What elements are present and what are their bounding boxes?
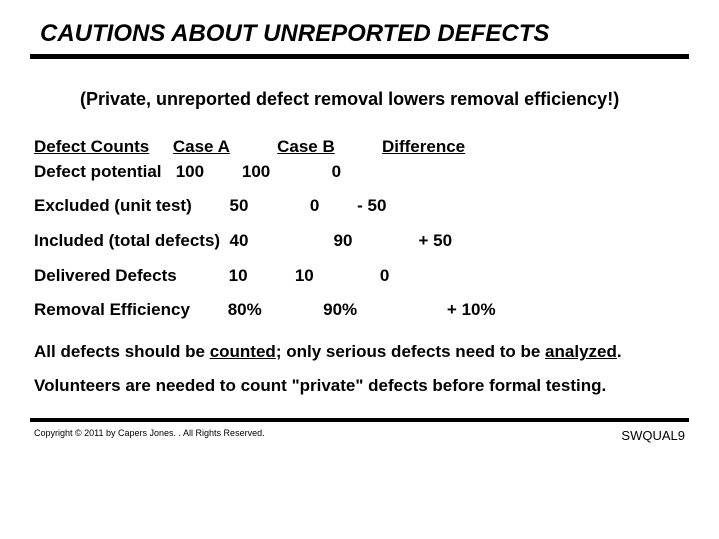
col-header-case-b: Case B	[277, 138, 335, 157]
copyright-text: Copyright © 2011 by Capers Jones. . All …	[34, 428, 265, 443]
row-label: Removal Efficiency	[34, 301, 190, 320]
note-2: Volunteers are needed to count "private"…	[34, 376, 689, 396]
cell: 100	[242, 163, 270, 182]
note-text: All defects should be	[34, 342, 210, 361]
cell: 0	[380, 267, 389, 286]
table-row: Removal Efficiency 80% 90% + 10%	[34, 301, 689, 320]
slide-code: SWQUAL9	[621, 428, 685, 443]
row-label: Included (total defects)	[34, 232, 220, 251]
table-row: Defect potential 100 100 0	[34, 163, 689, 182]
col-header-defect-counts: Defect Counts	[34, 138, 149, 157]
table-row: Delivered Defects 10 10 0	[34, 267, 689, 286]
row-label: Defect potential	[34, 163, 162, 182]
footer-divider	[30, 418, 689, 422]
cell: 90	[333, 232, 352, 251]
note-text: .	[617, 342, 622, 361]
footer: Copyright © 2011 by Capers Jones. . All …	[30, 428, 689, 443]
note-1: All defects should be counted; only seri…	[34, 342, 689, 362]
col-header-difference: Difference	[382, 138, 465, 157]
row-label: Delivered Defects	[34, 267, 177, 286]
cell: 0	[332, 163, 341, 182]
note-text: ; only serious defects need to be	[276, 342, 545, 361]
row-label: Excluded (unit test)	[34, 197, 192, 216]
cell: 50	[230, 197, 249, 216]
table-row: Excluded (unit test) 50 0 - 50	[34, 197, 689, 216]
cell: - 50	[357, 197, 386, 216]
cell: 100	[176, 163, 204, 182]
cell: 0	[310, 197, 319, 216]
title-divider	[30, 54, 689, 59]
slide-title: CAUTIONS ABOUT UNREPORTED DEFECTS	[40, 20, 689, 48]
table-header-row: Defect Counts Case A Case B Difference	[34, 138, 689, 157]
cell: 40	[230, 232, 249, 251]
note-underline-analyzed: analyzed	[545, 342, 617, 361]
subtitle: (Private, unreported defect removal lowe…	[80, 89, 689, 110]
cell: 10	[295, 267, 314, 286]
cell: 90%	[323, 301, 357, 320]
col-header-case-a: Case A	[173, 138, 230, 157]
note-underline-counted: counted	[210, 342, 276, 361]
cell: + 10%	[447, 301, 496, 320]
cell: 80%	[228, 301, 262, 320]
cell: + 50	[419, 232, 453, 251]
data-table: Defect Counts Case A Case B Difference D…	[34, 138, 689, 320]
cell: 10	[229, 267, 248, 286]
table-row: Included (total defects) 40 90 + 50	[34, 232, 689, 251]
